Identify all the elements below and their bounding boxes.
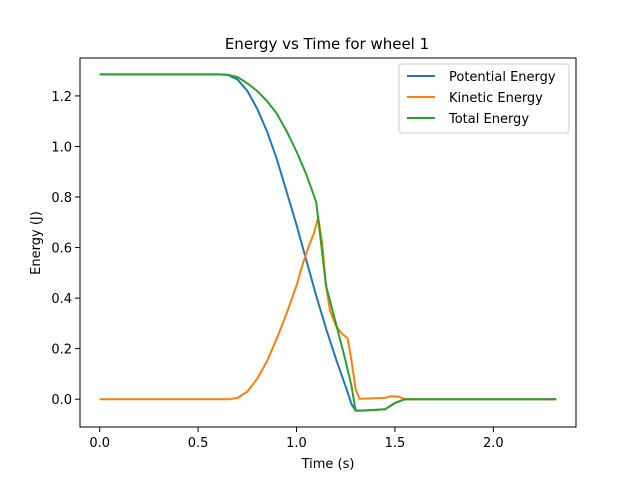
legend: Potential Energy Kinetic Energy Total En…: [398, 63, 570, 134]
series-line-1: [99, 216, 557, 401]
x-axis-label: Time (s): [301, 457, 355, 472]
plot-frame: [79, 57, 577, 428]
x-tick-label: 2.0: [483, 436, 504, 451]
y-tick-label: 0.8: [51, 191, 72, 206]
y-tick-label: 0.4: [51, 292, 72, 307]
y-tick-label: 0.0: [51, 393, 72, 408]
x-tick-label: 0.5: [188, 436, 209, 451]
y-tick-label: 1.0: [51, 140, 72, 155]
y-tick-label: 0.2: [51, 343, 72, 358]
legend-label-total: Total Energy: [448, 112, 529, 127]
plot-area: [99, 73, 557, 412]
y-tick-label: 1.2: [51, 90, 72, 105]
legend-box: [398, 63, 570, 134]
x-tick-label: 0.0: [89, 436, 110, 451]
legend-label-kinetic: Kinetic Energy: [449, 91, 543, 106]
chart-title: Energy vs Time for wheel 1: [225, 35, 429, 53]
x-axis: 0.0 0.5 1.0 1.5 2.0: [89, 427, 504, 451]
y-axis-label: Energy (J): [29, 211, 44, 275]
legend-label-potential: Potential Energy: [449, 70, 556, 85]
series-line-2: [99, 73, 557, 412]
y-axis: 0.0 0.2 0.4 0.6 0.8 1.0 1.2: [51, 90, 80, 408]
y-tick-label: 0.6: [51, 242, 72, 257]
x-tick-label: 1.5: [385, 436, 406, 451]
x-tick-label: 1.0: [286, 436, 307, 451]
